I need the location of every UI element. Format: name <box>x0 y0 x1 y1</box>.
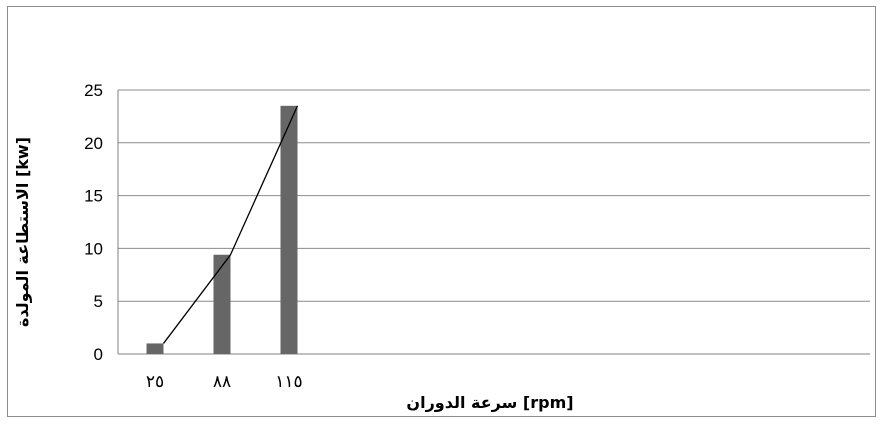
bars <box>146 105 298 354</box>
y-tick-label: 5 <box>94 292 103 311</box>
y-axis-title: الاستطاعة المولدة [kw] <box>13 137 32 327</box>
y-tick-label: 15 <box>84 187 103 206</box>
y-tick-label: 0 <box>94 345 103 364</box>
y-tick-label: 10 <box>84 239 103 258</box>
x-tick-label: ١١٥ <box>275 372 302 391</box>
x-tick-labels: ٢٥ ٨٨ ١١٥ <box>146 372 303 391</box>
trend-line <box>162 105 299 344</box>
y-tick-labels: 0 5 10 15 20 25 <box>84 81 103 364</box>
bar-2 <box>280 105 298 354</box>
y-tick-label: 25 <box>84 81 103 100</box>
bar-0 <box>146 343 164 354</box>
y-tick-label: 20 <box>84 134 103 153</box>
bar-1 <box>213 254 231 354</box>
x-tick-label: ٨٨ <box>213 372 231 391</box>
gridlines <box>117 89 870 355</box>
series-line <box>162 105 299 344</box>
x-axis-title: سرعة الدوران [rpm] <box>406 393 573 412</box>
x-tick-label: ٢٥ <box>146 372 164 391</box>
